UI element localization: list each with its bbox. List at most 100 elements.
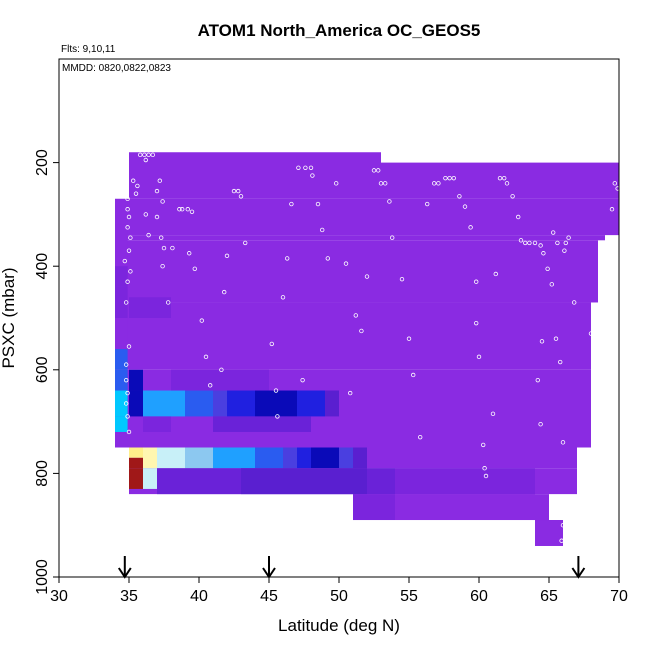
observation-marker [235,188,241,194]
x-tick-label: 70 [610,588,628,605]
y-axis: 200 400 600 800 1000 [34,59,60,595]
observation-marker [436,181,441,186]
y-tick-label: 200 [34,149,51,176]
heatmap-cell [213,416,311,432]
heatmap-cell [353,447,367,469]
observation-marker [185,207,190,212]
observation-marker [296,165,301,170]
observation-marker [273,388,279,393]
heatmap-cell [115,318,128,350]
heatmap-cell [241,390,255,417]
heatmap-cell [535,520,563,546]
observation-marker [474,279,479,284]
observation-marker [425,201,430,207]
observation-marker [125,279,130,284]
x-tick-label: 35 [120,588,138,605]
heatmap-cell [213,390,227,417]
heatmap-cell [143,468,157,489]
observation-marker [562,248,567,253]
heatmap-cell [241,447,255,469]
heatmap-cell [185,447,199,469]
observation-marker [143,157,148,163]
heatmap-cell [129,390,143,417]
heatmap-cell [451,468,535,495]
observation-marker [157,178,162,183]
x-tick-label: 50 [330,588,348,605]
observation-marker [378,181,384,186]
heatmap-base-cell [115,302,591,370]
observation-marker [538,243,543,248]
observation-marker [406,336,412,341]
observation-marker [221,289,227,295]
observation-marker [125,414,130,419]
heatmap-cell [185,390,199,417]
heatmap-cell [129,369,143,391]
observation-marker [224,253,230,259]
observation-marker [518,238,524,243]
heatmap-base-cell [115,235,605,241]
observation-marker [457,194,462,199]
observation-marker [125,207,130,212]
observation-marker [551,230,556,235]
heatmap-cell [157,447,171,469]
heatmap-base-cell [115,198,619,236]
heatmap-cell [143,447,157,469]
x-axis: 30 35 40 45 50 55 60 65 70 [50,576,628,605]
observation-marker [192,266,197,271]
heatmap-cell [297,390,311,417]
observation-marker [359,328,364,334]
observation-marker [497,175,503,181]
observation-marker [566,235,571,240]
observation-marker [516,214,521,220]
heatmap-base-cell [129,152,381,199]
heatmap-cell [115,224,128,267]
observation-marker [130,178,136,183]
heatmap-base-cell [381,162,619,199]
observation-marker [539,339,545,344]
observation-marker [158,235,164,240]
x-tick-label: 60 [470,588,488,605]
heatmap-cell [115,416,128,432]
observation-marker [411,372,416,378]
observation-marker [177,207,182,212]
observation-marker [468,225,473,230]
observation-marker [572,300,577,305]
heatmap-cell [115,390,128,417]
observation-marker [490,411,496,417]
observation-marker [334,181,339,186]
heatmap-cell [269,390,283,417]
observation-marker [387,199,392,204]
heatmap-cell [283,390,297,417]
observation-marker [609,207,615,212]
observation-marker [443,175,448,181]
observation-marker [493,271,498,277]
observation-marker [179,207,185,212]
y-tick-label: 400 [34,253,51,280]
observation-marker [125,390,130,396]
observation-marker [231,188,237,194]
heatmap-cell [255,447,269,469]
heatmap-cell [129,297,171,318]
observation-marker [588,331,594,336]
heatmap-cell [283,447,297,469]
observation-marker [482,466,487,471]
heatmap-cell [199,447,213,469]
observation-marker [150,152,155,158]
heatmap-cell [115,369,128,391]
observation-marker [125,225,130,230]
observation-marker [135,183,140,189]
observation-marker [123,300,129,305]
observation-marker [160,199,165,204]
y-tick-label: 600 [34,356,51,383]
observation-marker [126,214,132,220]
observation-marker [612,181,617,186]
observation-marker [483,473,489,479]
observation-marker [541,251,546,256]
observation-marker [126,344,132,349]
heatmap-base-cell [115,240,598,303]
observation-marker [343,261,349,266]
observation-marker [122,258,127,264]
heatmap-cell [325,447,339,469]
observation-marker [123,362,129,367]
heatmap-cell [269,447,283,469]
